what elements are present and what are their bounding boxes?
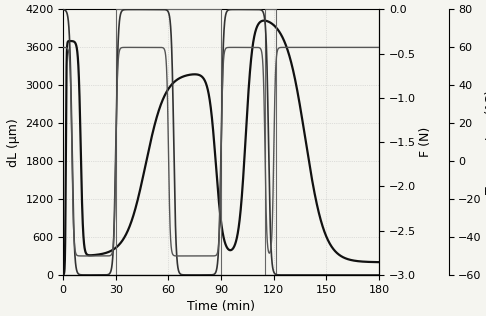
Bar [265,9,276,275]
X-axis label: Time (min): Time (min) [187,300,255,313]
Y-axis label: Temperature(°C): Temperature(°C) [485,90,486,194]
Bar [116,9,221,275]
Y-axis label: F (N): F (N) [419,127,432,157]
Y-axis label: dL (μm): dL (μm) [7,118,19,167]
